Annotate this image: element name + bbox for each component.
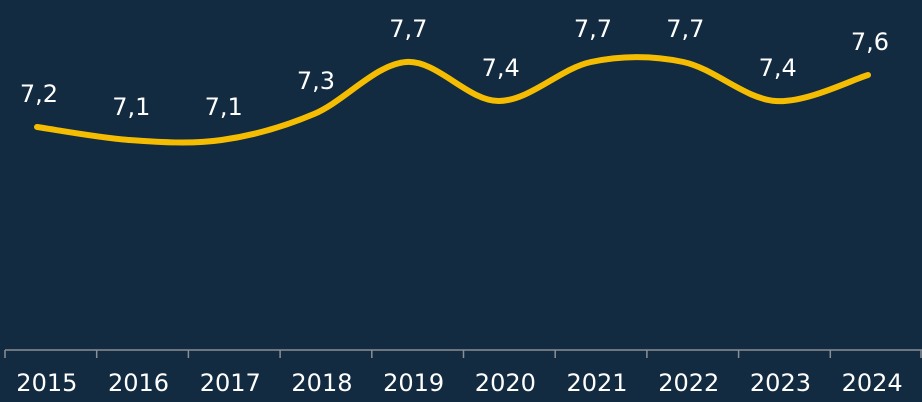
x-tick-label: 2017 [200, 369, 261, 397]
data-label: 7,4 [759, 54, 797, 82]
x-tick-label: 2019 [383, 369, 444, 397]
x-tick-label: 2018 [291, 369, 352, 397]
data-label: 7,2 [20, 80, 58, 108]
x-tick-label: 2022 [658, 369, 719, 397]
data-label: 7,7 [666, 15, 704, 43]
x-tick-label: 2024 [842, 369, 903, 397]
data-label: 7,4 [482, 54, 520, 82]
data-label: 7,3 [297, 67, 335, 95]
x-tick-label: 2021 [567, 369, 628, 397]
data-label: 7,1 [112, 93, 150, 121]
data-label: 7,1 [205, 93, 243, 121]
line [34, 54, 871, 146]
x-tick-label: 2023 [750, 369, 811, 397]
x-tick-label: 2020 [475, 369, 536, 397]
data-label: 7,7 [389, 15, 427, 43]
data-label: 7,7 [574, 15, 612, 43]
x-tick-label: 2015 [16, 369, 77, 397]
data-label: 7,6 [851, 28, 889, 56]
x-tick-label: 2016 [108, 369, 169, 397]
